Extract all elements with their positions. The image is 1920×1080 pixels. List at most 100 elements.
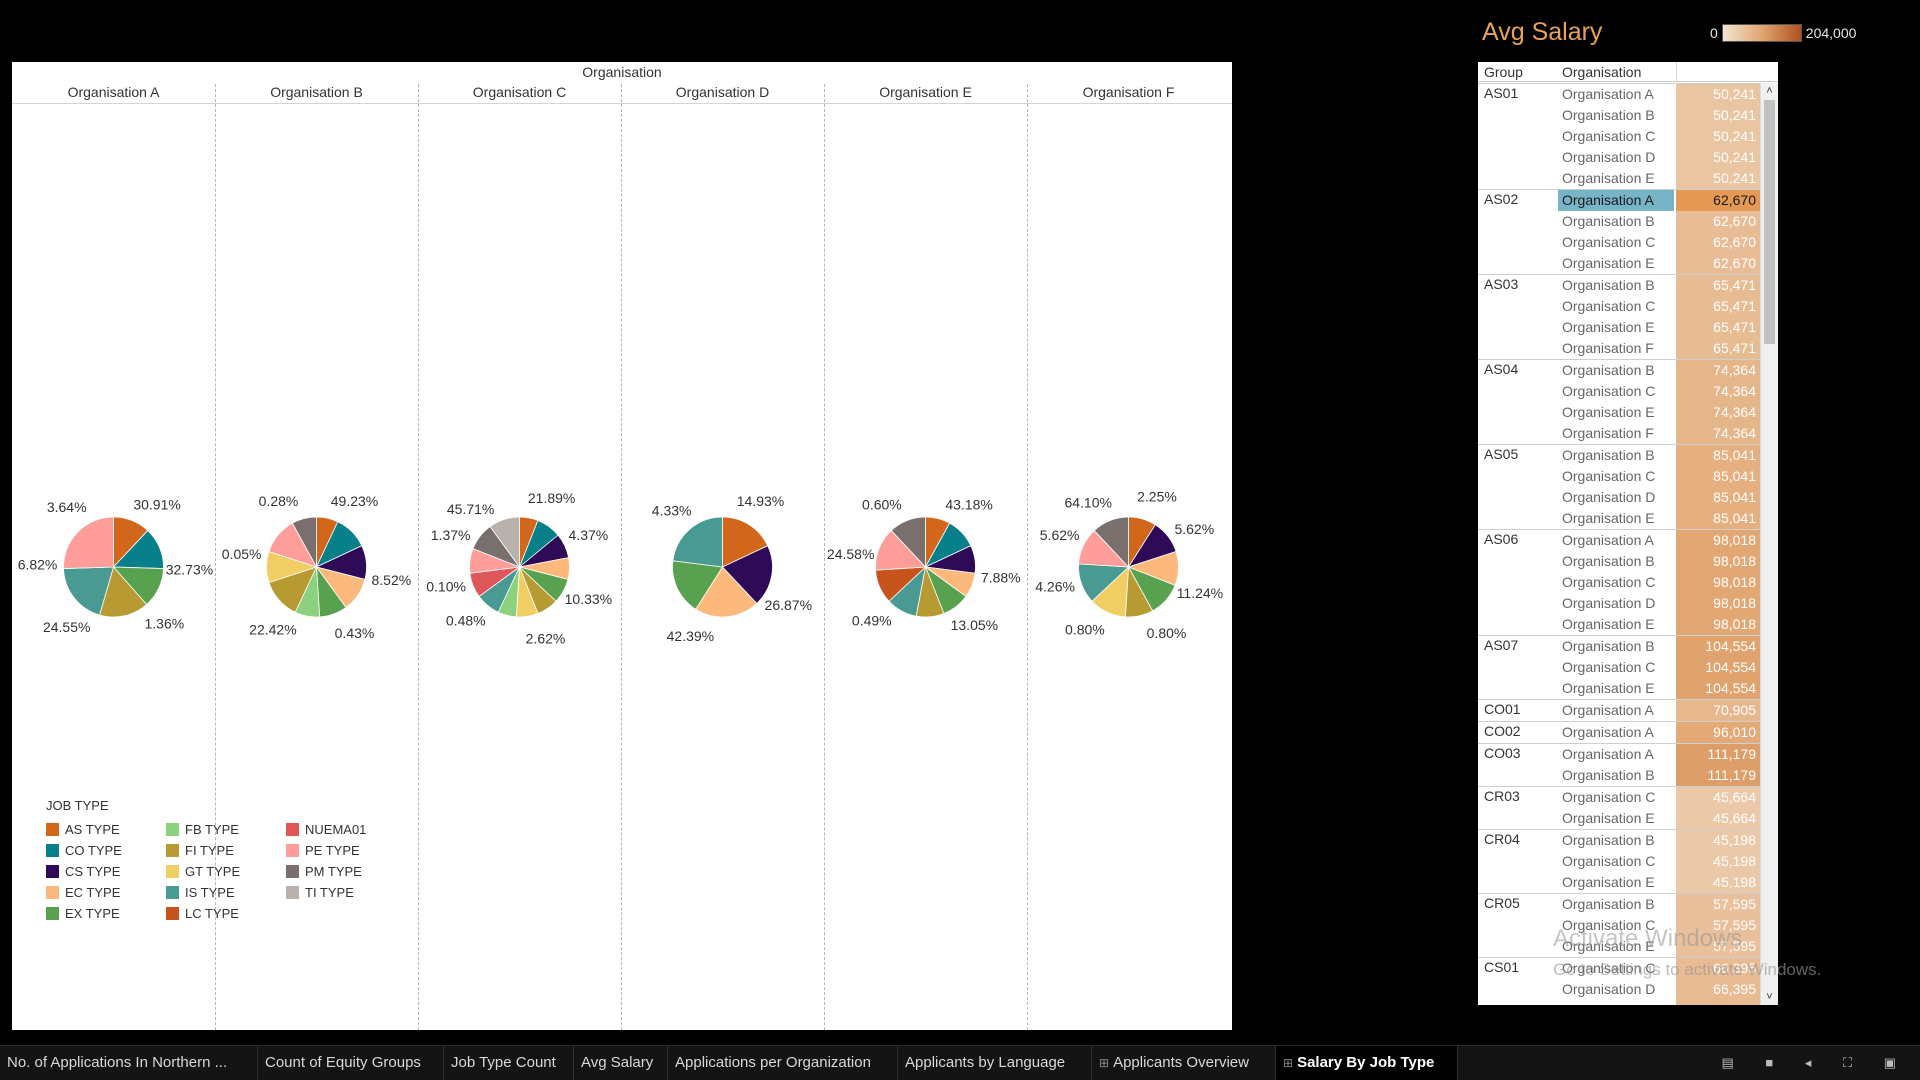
- organisation-cell[interactable]: Organisation E: [1562, 810, 1655, 826]
- pie-slice-organisation-d-cs-type[interactable]: [721, 545, 773, 605]
- organisation-cell[interactable]: Organisation F: [1562, 425, 1654, 441]
- table-row[interactable]: Organisation E 85,041: [1478, 508, 1760, 529]
- table-row[interactable]: Organisation B 57,595: [1478, 894, 1760, 915]
- tab-job-type-count[interactable]: Job Type Count: [444, 1046, 574, 1080]
- organisation-cell[interactable]: Organisation E: [1562, 938, 1655, 954]
- organisation-cell[interactable]: Organisation B: [1562, 832, 1655, 848]
- table-row[interactable]: Organisation F 65,471: [1478, 338, 1760, 359]
- legend-item[interactable]: FI TYPE: [166, 840, 286, 861]
- organisation-cell[interactable]: Organisation B: [1562, 213, 1655, 229]
- pie-slice-organisation-d-as-type[interactable]: [722, 516, 769, 568]
- table-row[interactable]: Organisation B 85,041: [1478, 445, 1760, 466]
- table-row[interactable]: Organisation E 65,471: [1478, 317, 1760, 338]
- group-label[interactable]: AS02: [1484, 191, 1519, 207]
- avg-salary-cell[interactable]: 74,364: [1676, 423, 1760, 444]
- pie-slice-organisation-a-fi-type[interactable]: [99, 566, 148, 618]
- table-row[interactable]: Organisation C 65,471: [1478, 296, 1760, 317]
- organisation-cell[interactable]: Organisation B: [1562, 553, 1655, 569]
- pie-slice-organisation-d-ec-type[interactable]: [695, 566, 758, 618]
- avg-salary-cell[interactable]: 66,395: [1676, 979, 1760, 1000]
- avg-salary-cell[interactable]: 62,670: [1676, 190, 1760, 211]
- table-row[interactable]: Organisation B 98,018: [1478, 551, 1760, 572]
- tab-salary-by-job-type[interactable]: ⊞ Salary By Job Type: [1276, 1046, 1458, 1080]
- avg-salary-cell[interactable]: 66,395: [1676, 1000, 1760, 1005]
- avg-salary-cell[interactable]: 85,041: [1676, 445, 1760, 466]
- avg-salary-cell[interactable]: 98,018: [1676, 593, 1760, 614]
- table-row[interactable]: Organisation A 50,241: [1478, 84, 1760, 105]
- avg-salary-cell[interactable]: 62,670: [1676, 211, 1760, 232]
- organisation-cell[interactable]: Organisation F: [1562, 340, 1654, 356]
- avg-salary-cell[interactable]: 96,010: [1676, 722, 1760, 743]
- pie-slice-organisation-f-pm-type[interactable]: [1093, 516, 1129, 569]
- pie-slice-organisation-c-ti-type[interactable]: [489, 516, 520, 569]
- table-row[interactable]: Organisation C 85,041: [1478, 466, 1760, 487]
- avg-salary-cell[interactable]: 50,241: [1676, 84, 1760, 105]
- table-row[interactable]: Organisation E 45,664: [1478, 808, 1760, 829]
- group-label[interactable]: CR05: [1484, 895, 1520, 911]
- avg-salary-cell[interactable]: 50,241: [1676, 168, 1760, 189]
- organisation-cell[interactable]: Organisation C: [1562, 234, 1656, 250]
- group-label[interactable]: AS05: [1484, 446, 1519, 462]
- group-label[interactable]: AS01: [1484, 85, 1519, 101]
- table-row[interactable]: Organisation A 98,018: [1478, 530, 1760, 551]
- avg-salary-cell[interactable]: 104,554: [1676, 636, 1760, 657]
- table-row[interactable]: Organisation C 98,018: [1478, 572, 1760, 593]
- organisation-cell[interactable]: Organisation E: [1562, 616, 1655, 632]
- organisation-cell[interactable]: Organisation A: [1562, 532, 1654, 548]
- avg-salary-cell[interactable]: 57,595: [1676, 915, 1760, 936]
- table-row[interactable]: Organisation E 104,554: [1478, 678, 1760, 699]
- table-row[interactable]: Organisation C 62,670: [1478, 232, 1760, 253]
- legend-item[interactable]: EX TYPE: [46, 903, 166, 924]
- pie-slice-organisation-e-pm-type[interactable]: [890, 516, 926, 569]
- color-scale-legend[interactable]: 0 204,000: [1710, 24, 1856, 42]
- table-row[interactable]: Organisation E 57,595: [1478, 936, 1760, 957]
- avg-salary-cell[interactable]: 74,364: [1676, 402, 1760, 423]
- organisation-cell[interactable]: Organisation C: [1562, 917, 1656, 933]
- organisation-cell[interactable]: Organisation B: [1562, 107, 1655, 123]
- group-label[interactable]: CR03: [1484, 788, 1520, 804]
- table-row[interactable]: Organisation D 98,018: [1478, 593, 1760, 614]
- pie-slice-organisation-d-ex-type[interactable]: [672, 560, 724, 610]
- organisation-cell[interactable]: Organisation B: [1562, 362, 1655, 378]
- organisation-cell[interactable]: Organisation D: [1562, 981, 1656, 997]
- legend-item[interactable]: GT TYPE: [166, 861, 286, 882]
- table-row[interactable]: Organisation C 57,595: [1478, 915, 1760, 936]
- avg-salary-cell[interactable]: 45,198: [1676, 872, 1760, 893]
- organisation-cell[interactable]: Organisation C: [1562, 960, 1656, 976]
- column-header-group[interactable]: Group: [1484, 64, 1523, 80]
- group-label[interactable]: CO01: [1484, 701, 1521, 717]
- table-row[interactable]: Organisation C 66,395: [1478, 958, 1760, 979]
- organisation-cell[interactable]: Organisation D: [1562, 489, 1656, 505]
- avg-salary-cell[interactable]: 74,364: [1676, 381, 1760, 402]
- avg-salary-cell[interactable]: 98,018: [1676, 572, 1760, 593]
- scroll-down-arrow-icon[interactable]: ˅: [1766, 991, 1773, 1003]
- table-row[interactable]: Organisation C 45,198: [1478, 851, 1760, 872]
- group-label[interactable]: AS04: [1484, 361, 1519, 377]
- avg-salary-cell[interactable]: 45,198: [1676, 851, 1760, 872]
- avg-salary-cell[interactable]: 50,241: [1676, 147, 1760, 168]
- table-row[interactable]: Organisation E66,395: [1478, 1000, 1760, 1005]
- group-label[interactable]: CS01: [1484, 959, 1520, 975]
- group-label[interactable]: AS07: [1484, 637, 1519, 653]
- legend-item[interactable]: CO TYPE: [46, 840, 166, 861]
- organisation-cell[interactable]: Organisation E: [1562, 404, 1655, 420]
- organisation-cell[interactable]: Organisation E: [1558, 1000, 1674, 1005]
- avg-salary-cell[interactable]: 70,905: [1676, 700, 1760, 721]
- avg-salary-cell[interactable]: 62,670: [1676, 232, 1760, 253]
- avg-salary-cell[interactable]: 57,595: [1676, 894, 1760, 915]
- table-scrollbar[interactable]: ˄ ˅: [1760, 83, 1778, 1005]
- scroll-thumb[interactable]: [1764, 100, 1775, 344]
- table-row[interactable]: Organisation D 66,395: [1478, 979, 1760, 1000]
- scroll-up-arrow-icon[interactable]: ˄: [1766, 85, 1773, 97]
- group-label[interactable]: CR04: [1484, 831, 1520, 847]
- organisation-cell[interactable]: Organisation E: [1562, 680, 1655, 696]
- pie-slice-organisation-b-pm-type[interactable]: [291, 516, 317, 568]
- legend-item[interactable]: EC TYPE: [46, 882, 166, 903]
- avg-salary-cell[interactable]: 65,471: [1676, 296, 1760, 317]
- organisation-cell[interactable]: Organisation B: [1562, 638, 1655, 654]
- tab-count-of-equity-groups[interactable]: Count of Equity Groups: [258, 1046, 444, 1080]
- table-row[interactable]: Organisation E 50,241: [1478, 168, 1760, 189]
- organisation-cell[interactable]: Organisation C: [1562, 383, 1656, 399]
- table-row[interactable]: Organisation F 74,364: [1478, 423, 1760, 444]
- organisation-cell[interactable]: Organisation A: [1562, 724, 1654, 740]
